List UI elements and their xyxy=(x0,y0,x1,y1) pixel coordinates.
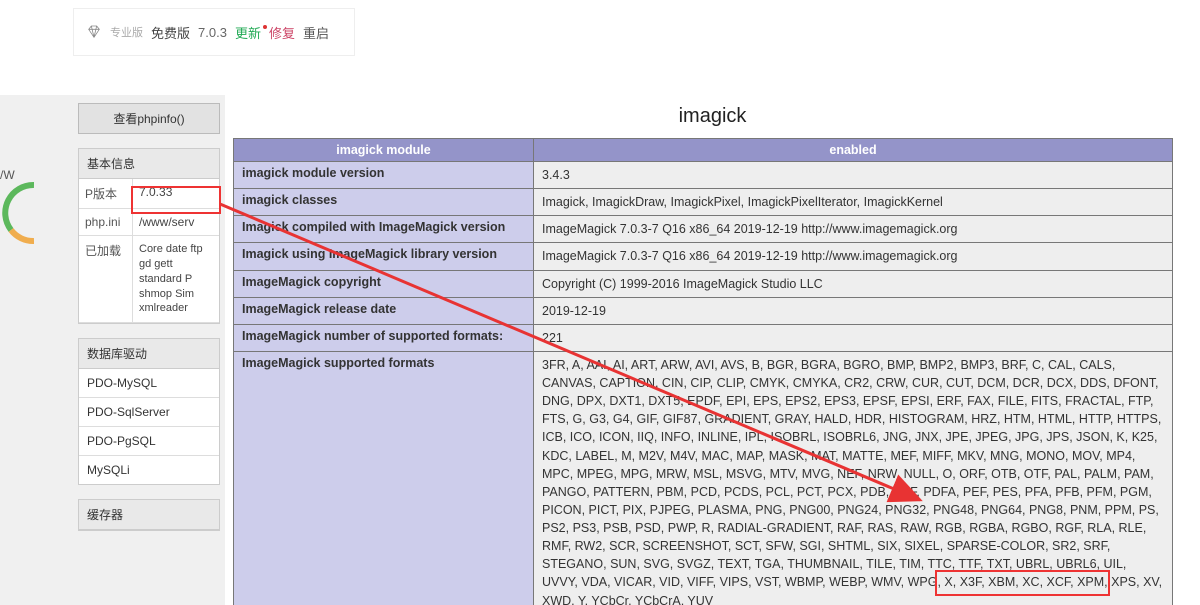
list-item[interactable]: PDO-SqlServer xyxy=(79,398,219,427)
view-phpinfo-button[interactable]: 查看phpinfo() xyxy=(78,103,220,134)
fix-link[interactable]: 修复 xyxy=(269,23,295,42)
cache-title: 缓存器 xyxy=(79,500,219,530)
restart-link[interactable]: 重启 xyxy=(303,23,329,42)
table-row-value: 3.4.3 xyxy=(534,162,1173,189)
table-row-key: Imagick compiled with ImageMagick versio… xyxy=(234,216,534,243)
cache-section: 缓存器 xyxy=(78,499,220,531)
free-label: 免费版 xyxy=(151,23,190,42)
module-title: imagick xyxy=(225,95,1200,134)
main-content: imagick imagick module enabled imagick m… xyxy=(225,95,1200,605)
table-row-key: Imagick using ImageMagick library versio… xyxy=(234,243,534,270)
table-row-key: imagick classes xyxy=(234,189,534,216)
loaded-value: Core date ftp gd gett standard P shmop S… xyxy=(133,236,219,323)
table-row-value: 3FR, A, AAI, AI, ART, ARW, AVI, AVS, B, … xyxy=(534,351,1173,605)
basic-info-title: 基本信息 xyxy=(79,149,219,179)
table-row-key: ImageMagick copyright xyxy=(234,270,534,297)
loaded-key: 已加载 xyxy=(79,236,133,323)
php-version-key: P版本 xyxy=(79,179,133,209)
table-row-value: Imagick, ImagickDraw, ImagickPixel, Imag… xyxy=(534,189,1173,216)
highlight-version xyxy=(131,186,221,214)
panel-version: 7.0.3 xyxy=(198,25,227,40)
sidebar: 查看phpinfo() 基本信息 P版本 7.0.33 php.ini /www… xyxy=(73,95,225,605)
table-row-key: ImageMagick release date xyxy=(234,297,534,324)
table-row-value: ImageMagick 7.0.3-7 Q16 x86_64 2019-12-1… xyxy=(534,216,1173,243)
table-row-key: imagick module version xyxy=(234,162,534,189)
disk-gauge xyxy=(0,175,34,245)
db-drivers-title: 数据库驱动 xyxy=(79,339,219,369)
list-item[interactable]: MySQLi xyxy=(79,456,219,484)
db-drivers-section: 数据库驱动 PDO-MySQL PDO-SqlServer PDO-PgSQL … xyxy=(78,338,220,485)
col-enabled: enabled xyxy=(534,139,1173,162)
pro-badge: 专业版 xyxy=(110,24,143,40)
table-row-value: ImageMagick 7.0.3-7 Q16 x86_64 2019-12-1… xyxy=(534,243,1173,270)
list-item[interactable]: PDO-PgSQL xyxy=(79,427,219,456)
table-row-value: 221 xyxy=(534,324,1173,351)
phpini-key: php.ini xyxy=(79,209,133,236)
basic-info-section: 基本信息 P版本 7.0.33 php.ini /www/serv 已加载 Co… xyxy=(78,148,220,324)
col-module: imagick module xyxy=(234,139,534,162)
table-row-key: ImageMagick supported formats xyxy=(234,351,534,605)
diamond-icon xyxy=(86,24,102,40)
update-link[interactable]: 更新 xyxy=(235,23,261,42)
imagick-table: imagick module enabled imagick module ve… xyxy=(233,138,1173,605)
highlight-webp xyxy=(935,570,1110,596)
list-item[interactable]: PDO-MySQL xyxy=(79,369,219,398)
top-toolbar: 专业版 免费版 7.0.3 更新 修复 重启 xyxy=(73,8,355,56)
table-row-value: Copyright (C) 1999-2016 ImageMagick Stud… xyxy=(534,270,1173,297)
table-row-key: ImageMagick number of supported formats: xyxy=(234,324,534,351)
table-row-value: 2019-12-19 xyxy=(534,297,1173,324)
